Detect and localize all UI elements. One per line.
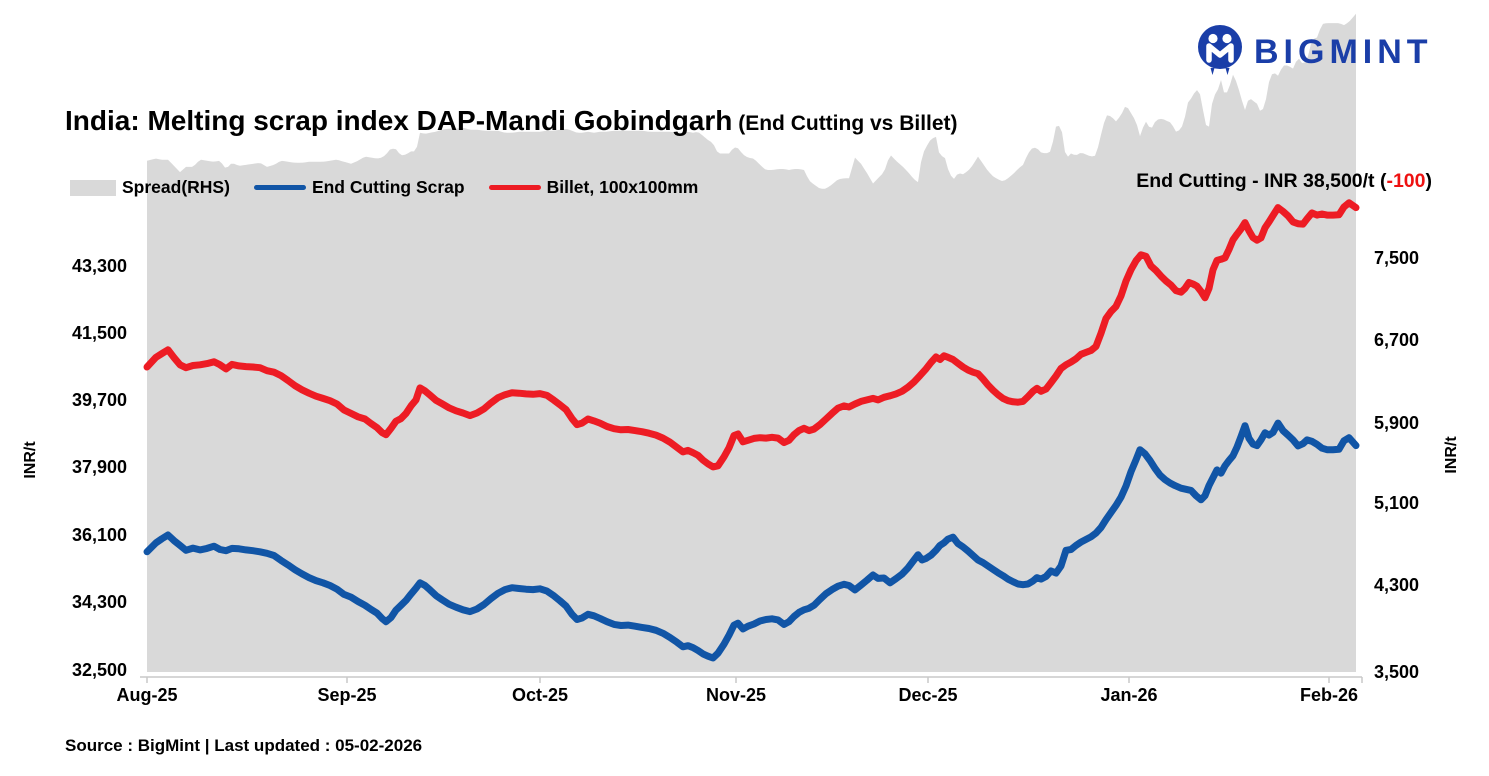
x-axis-month-label: Oct-25 [511, 685, 569, 705]
spread-area-swatch-icon [70, 179, 116, 196]
annotation-price-text: End Cutting - INR 38,500/t ( [1136, 170, 1387, 192]
y-axis-tick-label-left: 43,300 [71, 256, 127, 276]
legend-item-end-cutting: End Cutting Scrap [253, 177, 465, 198]
legend-label-end-cutting: End Cutting Scrap [311, 177, 465, 197]
y-axis-tick-label-left: 32,500 [71, 660, 127, 680]
chart-title: India: Melting scrap index DAP-Mandi Gob… [65, 105, 958, 137]
x-axis-month-label: Dec-25 [898, 685, 958, 705]
y-axis-tick-label-right: 7,500 [1374, 248, 1420, 268]
bigmint-logo-icon [1196, 24, 1244, 81]
x-axis-month-label: Aug-25 [116, 685, 178, 705]
x-axis-month-label: Sep-25 [317, 685, 377, 705]
x-axis-month-label: Jan-26 [1100, 685, 1158, 705]
y-axis-tick-label-left: 36,100 [71, 525, 127, 545]
spread-area [147, 13, 1356, 672]
legend-item-billet: Billet, 100x100mm [488, 177, 699, 198]
source-line: Source : BigMint | Last updated : 05-02-… [65, 736, 423, 755]
right-axis-unit-label: INR/t [1443, 436, 1460, 474]
end-cutting-line-swatch-icon [253, 185, 306, 190]
chart-title-suffix: (End Cutting vs Billet) [732, 112, 958, 135]
annotation-price-change: -100 [1386, 170, 1426, 192]
y-axis-tick-label-right: 4,300 [1374, 575, 1420, 595]
y-axis-tick-label-left: 34,300 [71, 592, 127, 612]
y-axis-tick-label-right: 5,900 [1374, 413, 1420, 433]
annotation-close-paren: ) [1425, 170, 1433, 192]
y-axis-tick-label-right: 6,700 [1374, 330, 1420, 350]
x-axis-month-label: Feb-26 [1299, 685, 1359, 705]
billet-line [143, 199, 1360, 471]
y-axis-tick-label-left: 37,900 [71, 457, 127, 477]
x-axis-month-label: Nov-25 [705, 685, 767, 705]
legend-item-spread: Spread(RHS) [70, 177, 230, 198]
y-axis-tick-label-right: 5,100 [1374, 493, 1420, 513]
y-axis-tick-label-left: 41,500 [71, 323, 127, 343]
chart-legend: Spread(RHS) End Cutting Scrap Billet, 10… [70, 177, 722, 198]
y-axis-tick-label-right: 3,500 [1374, 662, 1420, 682]
legend-label-spread: Spread(RHS) [122, 177, 230, 197]
billet-line-swatch-icon [488, 185, 541, 190]
end-cutting-line [143, 419, 1360, 662]
legend-label-billet: Billet, 100x100mm [546, 177, 699, 197]
bigmint-logo-text: BIGMINT [1254, 33, 1433, 71]
chart-title-main: India: Melting scrap index DAP-Mandi Gob… [65, 105, 733, 136]
bigmint-logo: BIGMINT [1196, 24, 1433, 81]
latest-price-annotation: End Cutting - INR 38,500/t (-100) [1136, 170, 1432, 193]
y-axis-tick-label-left: 39,700 [71, 390, 127, 410]
